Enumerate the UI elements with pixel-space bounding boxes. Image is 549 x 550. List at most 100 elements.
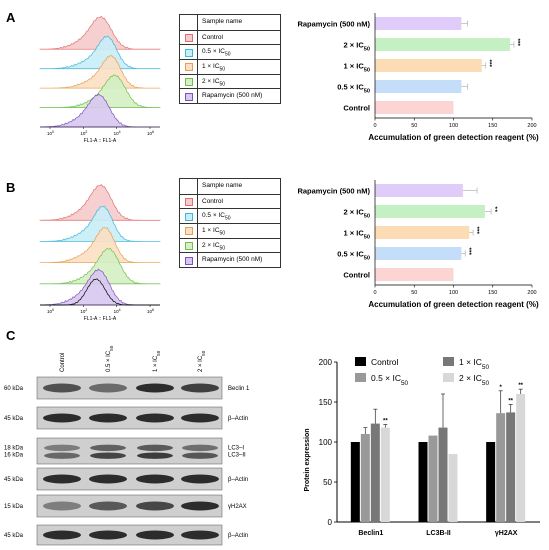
x-tick-label: 0 xyxy=(373,290,376,296)
bar xyxy=(375,58,482,73)
bar xyxy=(360,434,370,522)
protein-band xyxy=(90,444,126,452)
legend-label: 1 × IC50 xyxy=(459,357,489,371)
protein-band xyxy=(89,501,127,511)
bar-chart-b: Rapamycin (500 nM)**2 × IC50***1 × IC50*… xyxy=(297,180,539,309)
x-tick-label: 100 xyxy=(47,130,54,136)
protein-band xyxy=(89,413,127,423)
legend-separator xyxy=(197,209,198,223)
blot-membrane xyxy=(36,524,223,546)
bar xyxy=(428,435,438,522)
protein-band xyxy=(136,413,174,423)
bar xyxy=(375,79,462,94)
x-tick-label: 100 xyxy=(47,308,54,314)
protein-label: γH2AX xyxy=(228,504,247,510)
bar xyxy=(375,267,454,282)
protein-band xyxy=(89,474,127,484)
y-tick-label: 0 xyxy=(328,518,333,527)
bar xyxy=(516,394,526,522)
legend-swatch xyxy=(185,256,193,265)
legend-separator xyxy=(197,253,198,267)
legend-swatch xyxy=(185,241,193,250)
flow-legend-b: Sample name Control 0.5 × IC50 1 × IC50 2 × … xyxy=(179,178,281,268)
significance-mark: * xyxy=(499,385,502,391)
legend-swatch xyxy=(185,63,193,72)
blot-membrane xyxy=(36,494,223,518)
significance-mark: ** xyxy=(518,383,523,389)
legend-swatch xyxy=(185,212,193,221)
x-tick-label: 150 xyxy=(488,123,497,129)
legend-separator xyxy=(197,45,198,59)
band-size-label: 45 kDa xyxy=(4,477,24,483)
legend-label: 2 × IC50 xyxy=(459,373,489,387)
legend-item: 2 × IC50 xyxy=(180,237,280,253)
histogram-trace xyxy=(39,184,161,221)
protein-label: LC3–I xyxy=(228,446,244,452)
panel-letter-b: B xyxy=(6,180,16,195)
significance-mark: * xyxy=(477,227,480,233)
x-axis-label: Accumulation of green detection reagent … xyxy=(368,133,539,142)
legend-item: Rapamycin (500 nM) xyxy=(180,252,280,267)
legend-label: 0.5 × IC50 xyxy=(202,48,231,58)
blot-membrane xyxy=(36,467,223,491)
bar xyxy=(418,442,428,522)
protein-band xyxy=(137,452,173,459)
band-size-label: 45 kDa xyxy=(4,416,24,422)
legend-swatch xyxy=(185,197,193,206)
bar xyxy=(370,423,380,522)
legend-swatch xyxy=(355,357,366,366)
protein-label: Beclin 1 xyxy=(228,386,250,392)
bar xyxy=(375,100,454,115)
x-tick-label: 200 xyxy=(527,290,536,296)
x-tick-label: 102 xyxy=(80,130,87,136)
x-tick-label: Beclin1 xyxy=(358,530,383,537)
band-size-label: 60 kDa xyxy=(4,386,24,392)
bar-chart-a: Rapamycin (500 nM)***2 × IC50***1 × IC50… xyxy=(297,13,539,142)
significance-mark: * xyxy=(469,248,472,254)
bar xyxy=(375,37,511,52)
flow-legend-a: Sample name Control 0.5 × IC50 1 × IC50 2 × … xyxy=(179,14,281,104)
legend-separator xyxy=(197,89,198,103)
histogram-trace xyxy=(39,54,161,89)
legend-swatch xyxy=(185,48,193,57)
legend-label: 1 × IC50 xyxy=(202,63,226,73)
x-tick-label: 50 xyxy=(411,290,417,296)
bar xyxy=(375,16,462,31)
protein-band xyxy=(90,452,126,459)
protein-band xyxy=(136,530,174,540)
western-blot: Control 0.5 × IC50 1 × IC50 2 × IC50 60 kDa B… xyxy=(4,345,250,546)
panel-letter-c: C xyxy=(6,328,16,343)
bar xyxy=(380,427,390,522)
blot-membrane xyxy=(36,376,223,400)
protein-band xyxy=(181,474,219,484)
protein-label: β–Actin xyxy=(228,533,248,539)
legend-label: Sample name xyxy=(202,18,243,25)
legend-label: Rapamycin (500 nM) xyxy=(202,256,263,264)
histogram-trace xyxy=(39,15,161,50)
category-label: Rapamycin (500 nM) xyxy=(297,187,370,196)
protein-label: β–Actin xyxy=(228,477,248,483)
significance-mark: * xyxy=(490,65,493,71)
band-size-label: 18 kDa xyxy=(4,446,24,452)
histogram-trace xyxy=(39,268,160,306)
y-tick-label: 50 xyxy=(323,478,332,487)
protein-band xyxy=(181,501,219,511)
histogram-trace xyxy=(39,35,161,70)
significance-mark: * xyxy=(477,230,480,236)
bar xyxy=(375,183,463,198)
legend-swatch xyxy=(185,33,193,42)
protein-band xyxy=(136,474,174,484)
bar xyxy=(448,454,458,522)
legend-label: Control xyxy=(202,197,223,205)
legend-item: Control xyxy=(180,193,280,209)
x-tick-label: 150 xyxy=(488,290,497,296)
significance-mark: ** xyxy=(508,398,513,404)
significance-mark: * xyxy=(477,232,480,238)
protein-band xyxy=(182,452,218,459)
significance-mark: * xyxy=(518,39,521,45)
y-tick-label: 200 xyxy=(319,358,333,367)
category-label: 2 × IC50 xyxy=(344,41,370,53)
legend-item: 2 × IC50 xyxy=(180,73,280,89)
lane-label: 1 × IC50 xyxy=(153,350,161,372)
